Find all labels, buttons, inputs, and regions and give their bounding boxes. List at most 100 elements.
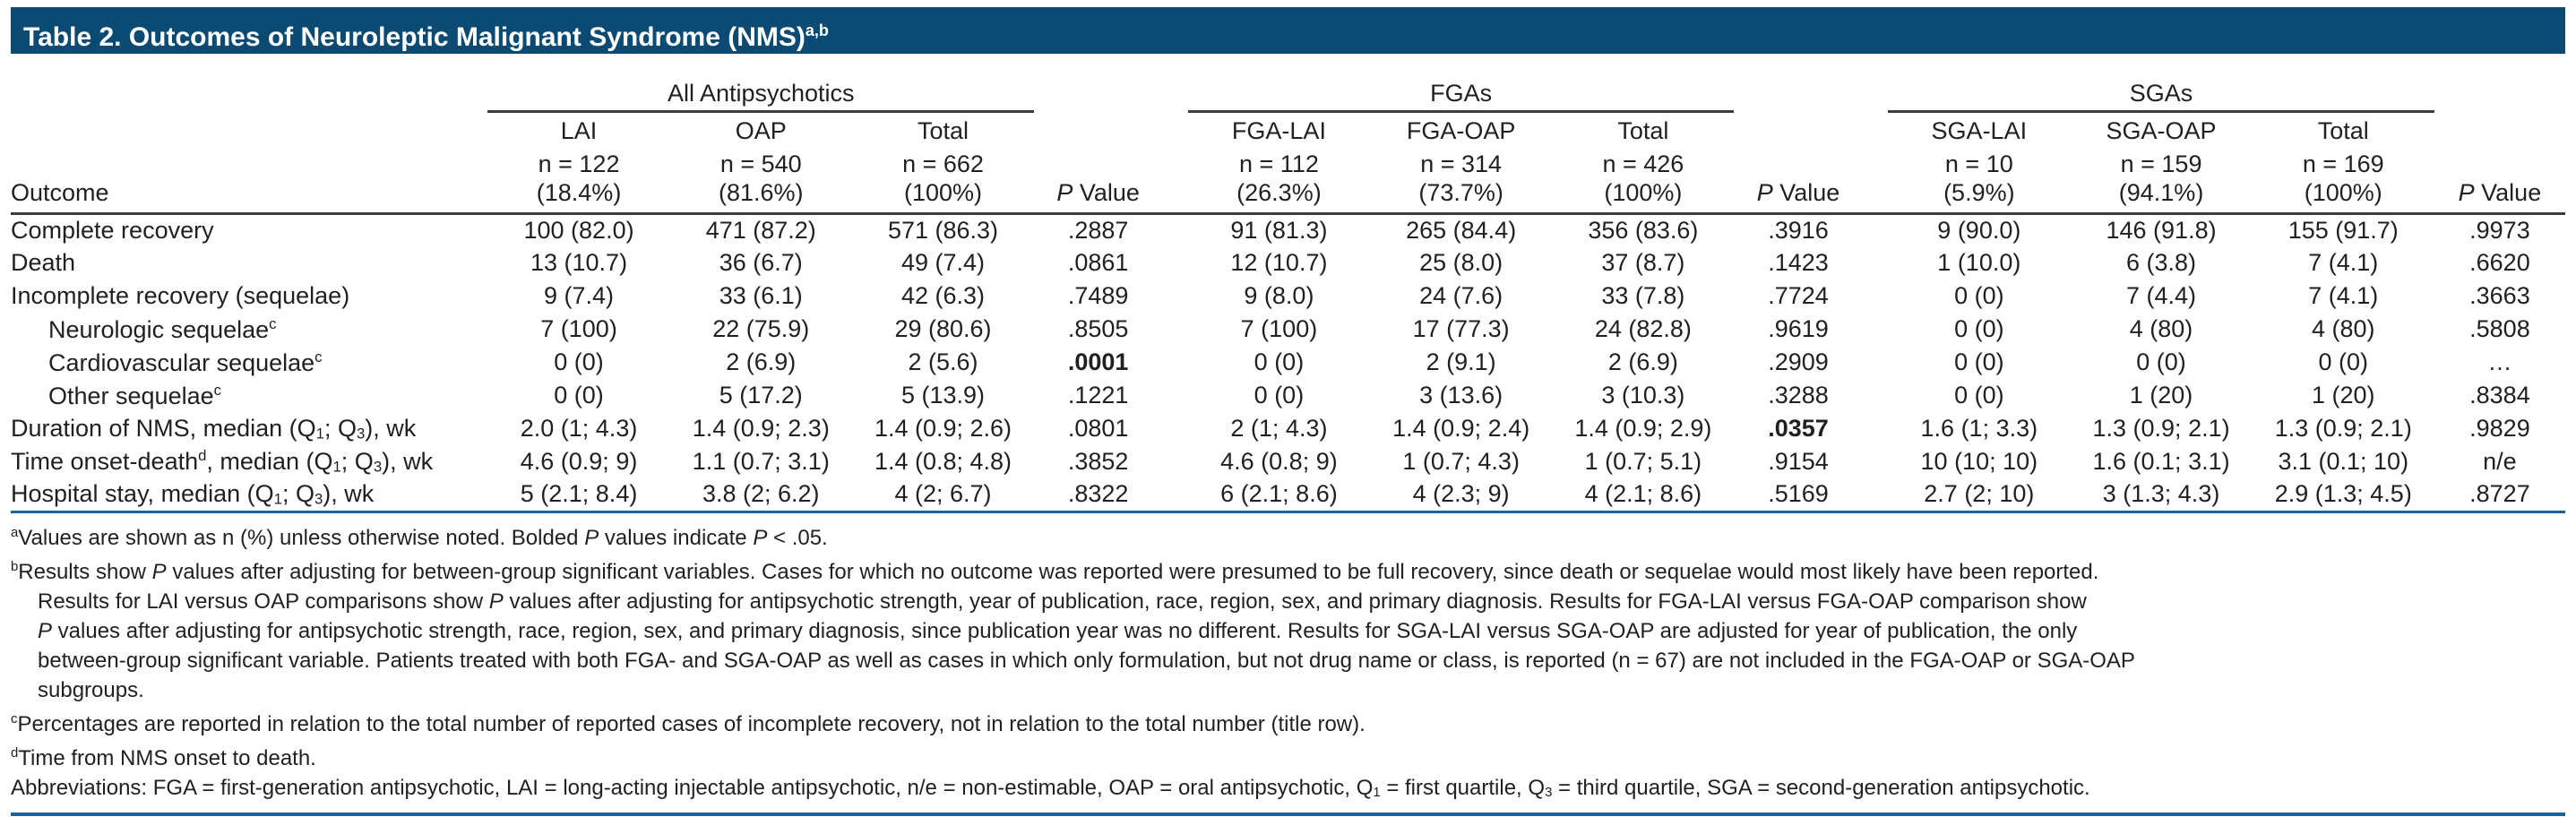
group-spacer [1863, 412, 1889, 445]
table-cell: 100 (82.0) [523, 216, 634, 244]
column-n: n = 540 [719, 150, 802, 177]
table-cell: 4 (2.3; 9) [1370, 478, 1553, 513]
column-header-total-all: Total [917, 117, 969, 144]
group-spacer [1863, 279, 1889, 313]
group-header-fgas: FGAs [1187, 61, 1735, 113]
table-cell: 0 (0) [1954, 348, 2004, 375]
table-cell: 4 (2; 6.7) [851, 478, 1035, 513]
p-value-cell: .1423 [1768, 249, 1829, 276]
p-value-header-all: P Value [1034, 61, 1162, 213]
group-spacer [1162, 379, 1188, 412]
table-cell: 2 (6.9) [1607, 348, 1678, 375]
p-value-cell: .3852 [1067, 448, 1129, 475]
footnote-line: cPercentages are reported in relation to… [11, 711, 1366, 736]
group-spacer [1863, 445, 1889, 478]
table-cell: 6 (3.8) [2126, 249, 2197, 276]
table-cell: 7 (4.1) [2308, 249, 2379, 276]
column-header-fga-lai: FGA-LAI [1231, 117, 1326, 144]
p-value-cell: .3288 [1768, 382, 1829, 408]
table-row: Duration of NMS, median (Q1; Q3), wk 2.0… [11, 412, 2565, 445]
p-value-header-fga: P Value [1734, 61, 1862, 213]
table-cell: 1.3 (0.9; 2.1) [2274, 415, 2412, 442]
column-header-fga-oap: FGA-OAP [1406, 117, 1516, 144]
table-cell: 0 (0) [554, 382, 604, 408]
row-label: Time onset-deathd, median (Q1; Q3), wk [11, 447, 434, 476]
outcomes-table: Outcome All Antipsychotics P Value FGAs … [11, 61, 2565, 513]
p-value-cell: .8322 [1034, 478, 1163, 513]
column-pct: (100%) [1604, 178, 1683, 206]
table-cell: 4 (80) [2129, 315, 2193, 342]
table-row: Neurologic sequelaec 7 (100) 22 (75.9) 2… [11, 313, 2565, 346]
table-cell: 5 (13.9) [900, 382, 986, 408]
table-cell: 7 (4.1) [2308, 282, 2379, 309]
table-cell: 24 (7.6) [1419, 282, 1503, 309]
table-cell: 36 (6.7) [719, 249, 803, 276]
p-value-cell: .0001 [1067, 348, 1129, 375]
table-cell: 3 (1.3; 4.3) [2070, 478, 2253, 513]
table-cell: 12 (10.7) [1230, 249, 1328, 276]
column-n: n = 122 [538, 150, 620, 177]
table-row: Complete recovery 100 (82.0) 471 (87.2) … [11, 213, 2565, 246]
p-value-cell: .6620 [2469, 249, 2530, 276]
bottom-rule [11, 812, 2565, 816]
table-row: Death 13 (10.7) 36 (6.7) 49 (7.4) .0861 … [11, 246, 2565, 279]
p-value-cell: .9154 [1768, 448, 1829, 475]
table-cell: 1.4 (0.9; 2.3) [692, 415, 830, 442]
table-title-bar: Table 2. Outcomes of Neuroleptic Maligna… [11, 7, 2565, 54]
table-cell: 2.7 (2; 10) [1888, 478, 2071, 513]
table-cell: 265 (84.4) [1406, 216, 1517, 244]
p-value-cell: .1221 [1067, 382, 1129, 408]
table-cell: 1.6 (1; 3.3) [1920, 415, 2038, 442]
table-cell: 0 (0) [554, 348, 604, 375]
p-value-p: P [1756, 178, 1773, 206]
table-cell: 2.0 (1; 4.3) [520, 415, 638, 442]
table-cell: 24 (82.8) [1594, 315, 1692, 342]
group-spacer [1162, 61, 1188, 213]
footnote-line: subgroups. [38, 677, 144, 702]
table-row: Cardiovascular sequelaec 0 (0) 2 (6.9) 2… [11, 346, 2565, 379]
p-value-cell: .7489 [1067, 282, 1129, 309]
p-value-cell: .8384 [2469, 382, 2530, 408]
group-spacer [1863, 379, 1889, 412]
column-pct: (26.3%) [1236, 178, 1322, 206]
p-value-cell: .9973 [2469, 216, 2530, 244]
column-n: n = 314 [1420, 150, 1503, 177]
table-cell: 7 (4.4) [2126, 282, 2197, 309]
table-cell: 1 (0.7; 5.1) [1584, 448, 1702, 475]
p-value-cell: .5169 [1734, 478, 1863, 513]
footnotes: aValues are shown as n (%) unless otherw… [11, 519, 2565, 808]
table-cell: 17 (77.3) [1412, 315, 1510, 342]
table-row: Hospital stay, median (Q1; Q3), wk 5 (2.… [11, 478, 2565, 513]
column-pct: (81.6%) [718, 178, 804, 206]
column-pct: (73.7%) [1418, 178, 1503, 206]
group-header-all-antipsychotics: All Antipsychotics [487, 61, 1035, 113]
table-body: Complete recovery 100 (82.0) 471 (87.2) … [11, 213, 2565, 513]
column-header-total-fga: Total [1617, 117, 1669, 144]
column-n: n = 426 [1602, 150, 1684, 177]
table-cell: 155 (91.7) [2287, 216, 2399, 244]
column-header-oap: OAP [735, 117, 787, 144]
p-value-cell: .5808 [2469, 315, 2530, 342]
group-spacer [1863, 61, 1889, 213]
table-cell: 2 (1; 4.3) [1230, 415, 1328, 442]
table-cell: 1.1 (0.7; 3.1) [692, 448, 830, 475]
row-label: Hospital stay, median (Q1; Q3), wk [11, 478, 488, 513]
group-spacer [1162, 478, 1188, 513]
group-spacer [1162, 445, 1188, 478]
table-cell: 4.6 (0.8; 9) [1220, 448, 1338, 475]
table-cell: 33 (6.1) [719, 282, 803, 309]
table-cell: 25 (8.0) [1419, 249, 1503, 276]
table-cell: 9 (8.0) [1244, 282, 1314, 309]
table-cell: 1.4 (0.9; 2.4) [1392, 415, 1530, 442]
group-spacer [1162, 313, 1188, 346]
group-spacer [1863, 213, 1889, 246]
table-cell: 7 (100) [540, 315, 617, 342]
group-header-sgas: SGAs [1888, 61, 2434, 113]
column-n: n = 112 [1239, 150, 1319, 177]
table-cell: 1 (20) [2311, 382, 2375, 408]
column-pct: (100%) [2304, 178, 2382, 206]
group-spacer [1162, 412, 1188, 445]
table-cell: 571 (86.3) [887, 216, 999, 244]
column-n: n = 10 [1944, 150, 2013, 177]
